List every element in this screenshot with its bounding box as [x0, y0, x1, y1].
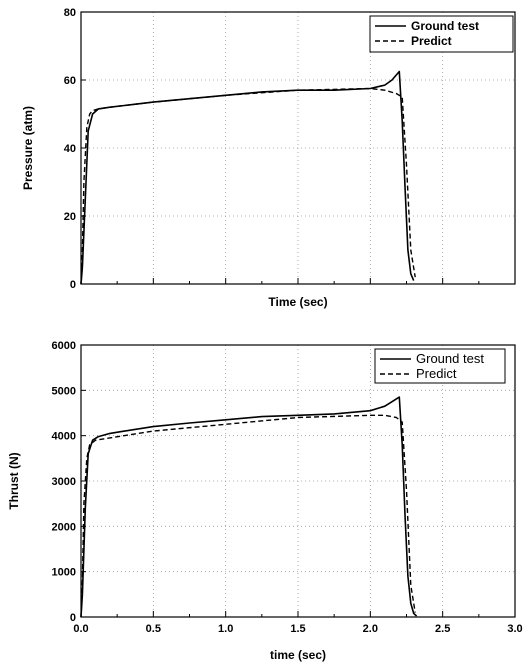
y-axis-title: Pressure (atm) [21, 106, 35, 190]
x-tick-label: 0.5 [146, 623, 161, 635]
y-tick-label: 6000 [52, 340, 76, 352]
y-tick-label: 0 [70, 279, 76, 291]
pressure-chart: 0 20 40 60 80 Time (sec) Pressure (atm) Ground … [21, 7, 516, 309]
x-tick-label: 0.0 [73, 623, 88, 635]
y-tick-label: 80 [64, 7, 76, 19]
x-axis-title: Time (sec) [268, 295, 327, 309]
series-line-ground-test [80, 70, 415, 285]
x-tick-label: 1.5 [290, 623, 305, 635]
legend-box [369, 15, 514, 53]
x-tick-label: 2.5 [435, 623, 450, 635]
y-tick-label: 40 [64, 143, 76, 155]
thrust-chart: 0 1000 2000 3000 4000 5000 6000 0.0 0.5 1.0 1.5 2.0… [7, 340, 523, 662]
y-tick-label: 0 [70, 612, 76, 624]
y-tick-label: 3000 [52, 476, 76, 488]
legend-label: Ground test [416, 351, 484, 366]
legend-label: Predict [416, 366, 457, 381]
legend-label: Predict [411, 34, 452, 48]
legend-label: Ground test [411, 19, 479, 33]
x-tick-label: 3.0 [507, 623, 522, 635]
y-tick-label: 2000 [52, 521, 76, 533]
y-tick-label: 60 [64, 75, 76, 87]
series-line-predict [80, 87, 416, 285]
legend-box [374, 348, 506, 384]
x-axis-title: time (sec) [270, 648, 326, 662]
x-tick-label: 2.0 [363, 623, 378, 635]
x-tick-label: 1.0 [218, 623, 233, 635]
series-line-ground-test [80, 396, 418, 618]
y-tick-label: 4000 [52, 431, 76, 443]
y-axis-title: Thrust (N) [7, 452, 21, 509]
y-tick-label: 1000 [52, 567, 76, 579]
y-tick-label: 20 [64, 211, 76, 223]
y-tick-label: 5000 [52, 385, 76, 397]
series-line-predict [80, 414, 416, 618]
